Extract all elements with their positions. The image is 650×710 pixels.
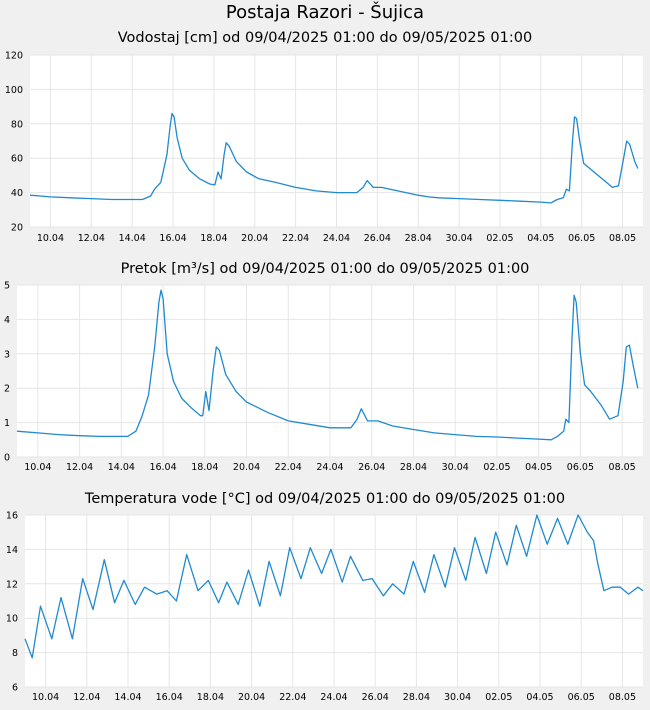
x-tick-label: 08.05 bbox=[609, 233, 636, 244]
x-tick-label: 22.04 bbox=[282, 233, 309, 244]
x-tick-label: 28.04 bbox=[403, 692, 430, 703]
y-tick-label: 5 bbox=[4, 281, 10, 292]
x-tick-label: 02.05 bbox=[485, 692, 512, 703]
x-tick-label: 30.04 bbox=[445, 233, 472, 244]
y-tick-label: 0 bbox=[4, 453, 10, 464]
x-tick-label: 10.04 bbox=[37, 233, 64, 244]
x-tick-label: 10.04 bbox=[24, 462, 51, 473]
chart-vodostaj-plot: 20 40 60 80 100 120 10.04 12.04 14.04 16.04 18.04 2… bbox=[5, 51, 643, 244]
x-tick-label: 04.05 bbox=[527, 233, 554, 244]
y-tick-label: 4 bbox=[4, 315, 10, 326]
y-tick-label: 2 bbox=[4, 384, 10, 395]
x-tick-label: 14.04 bbox=[108, 462, 135, 473]
x-tick-label: 02.05 bbox=[483, 462, 510, 473]
x-tick-label: 12.04 bbox=[73, 692, 100, 703]
y-tick-label: 60 bbox=[11, 154, 23, 165]
series-line bbox=[16, 289, 639, 441]
x-tick-label: 14.04 bbox=[119, 233, 146, 244]
series-line bbox=[24, 514, 644, 659]
x-tick-label: 04.05 bbox=[526, 692, 553, 703]
y-tick-label: 100 bbox=[5, 85, 23, 96]
x-tick-label: 18.04 bbox=[197, 692, 224, 703]
x-tick-label: 20.04 bbox=[233, 462, 260, 473]
x-tick-label: 06.05 bbox=[568, 692, 595, 703]
y-tick-label: 80 bbox=[11, 119, 23, 130]
x-tick-label: 26.04 bbox=[358, 462, 385, 473]
x-tick-label: 16.04 bbox=[149, 462, 176, 473]
x-tick-label: 26.04 bbox=[362, 692, 389, 703]
y-tick-label: 20 bbox=[11, 223, 23, 234]
y-tick-label: 3 bbox=[4, 349, 10, 360]
x-tick-label: 30.04 bbox=[444, 692, 471, 703]
x-tick-label: 20.04 bbox=[241, 233, 268, 244]
x-tick-label: 06.05 bbox=[567, 462, 594, 473]
series-line bbox=[29, 112, 639, 204]
x-tick-label: 24.04 bbox=[323, 233, 350, 244]
x-tick-label: 24.04 bbox=[320, 692, 347, 703]
y-tick-label: 16 bbox=[6, 511, 18, 522]
x-tick-label: 16.04 bbox=[156, 692, 183, 703]
y-tick-label: 1 bbox=[4, 418, 10, 429]
x-tick-label: 12.04 bbox=[66, 462, 93, 473]
x-tick-label: 04.05 bbox=[525, 462, 552, 473]
x-tick-label: 08.05 bbox=[609, 462, 636, 473]
y-tick-label: 120 bbox=[5, 51, 23, 62]
x-tick-label: 12.04 bbox=[78, 233, 105, 244]
x-tick-label: 24.04 bbox=[316, 462, 343, 473]
chart-title: Temperatura vode [°C] od 09/04/2025 01:0… bbox=[84, 491, 566, 507]
y-tick-label: 12 bbox=[6, 579, 18, 590]
y-tick-label: 6 bbox=[12, 683, 18, 694]
y-tick-label: 10 bbox=[6, 614, 18, 625]
chart-title: Vodostaj [cm] od 09/04/2025 01:00 do 09/… bbox=[117, 30, 533, 46]
x-tick-label: 30.04 bbox=[442, 462, 469, 473]
x-tick-label: 22.04 bbox=[275, 462, 302, 473]
x-tick-label: 28.04 bbox=[400, 462, 427, 473]
x-tick-label: 16.04 bbox=[159, 233, 186, 244]
x-tick-label: 06.05 bbox=[568, 233, 595, 244]
x-tick-label: 28.04 bbox=[405, 233, 432, 244]
x-tick-label: 14.04 bbox=[114, 692, 141, 703]
x-tick-label: 22.04 bbox=[279, 692, 306, 703]
x-tick-label: 02.05 bbox=[486, 233, 513, 244]
x-tick-label: 08.05 bbox=[609, 692, 636, 703]
chart-pretok-plot: 0 1 2 3 4 5 10.04 12.04 14.04 16.04 18.04 20.04 22.0… bbox=[4, 281, 643, 473]
x-tick-label: 18.04 bbox=[191, 462, 218, 473]
x-tick-label: 20.04 bbox=[238, 692, 265, 703]
page-title: Postaja Razori - Šujica bbox=[225, 2, 425, 23]
y-tick-label: 40 bbox=[11, 188, 23, 199]
chart-title: Pretok [m³/s] od 09/04/2025 01:00 do 09/… bbox=[120, 261, 530, 277]
x-tick-label: 10.04 bbox=[32, 692, 59, 703]
y-tick-label: 8 bbox=[12, 648, 18, 659]
x-tick-label: 18.04 bbox=[200, 233, 227, 244]
y-tick-label: 14 bbox=[6, 545, 18, 556]
x-tick-label: 26.04 bbox=[364, 233, 391, 244]
